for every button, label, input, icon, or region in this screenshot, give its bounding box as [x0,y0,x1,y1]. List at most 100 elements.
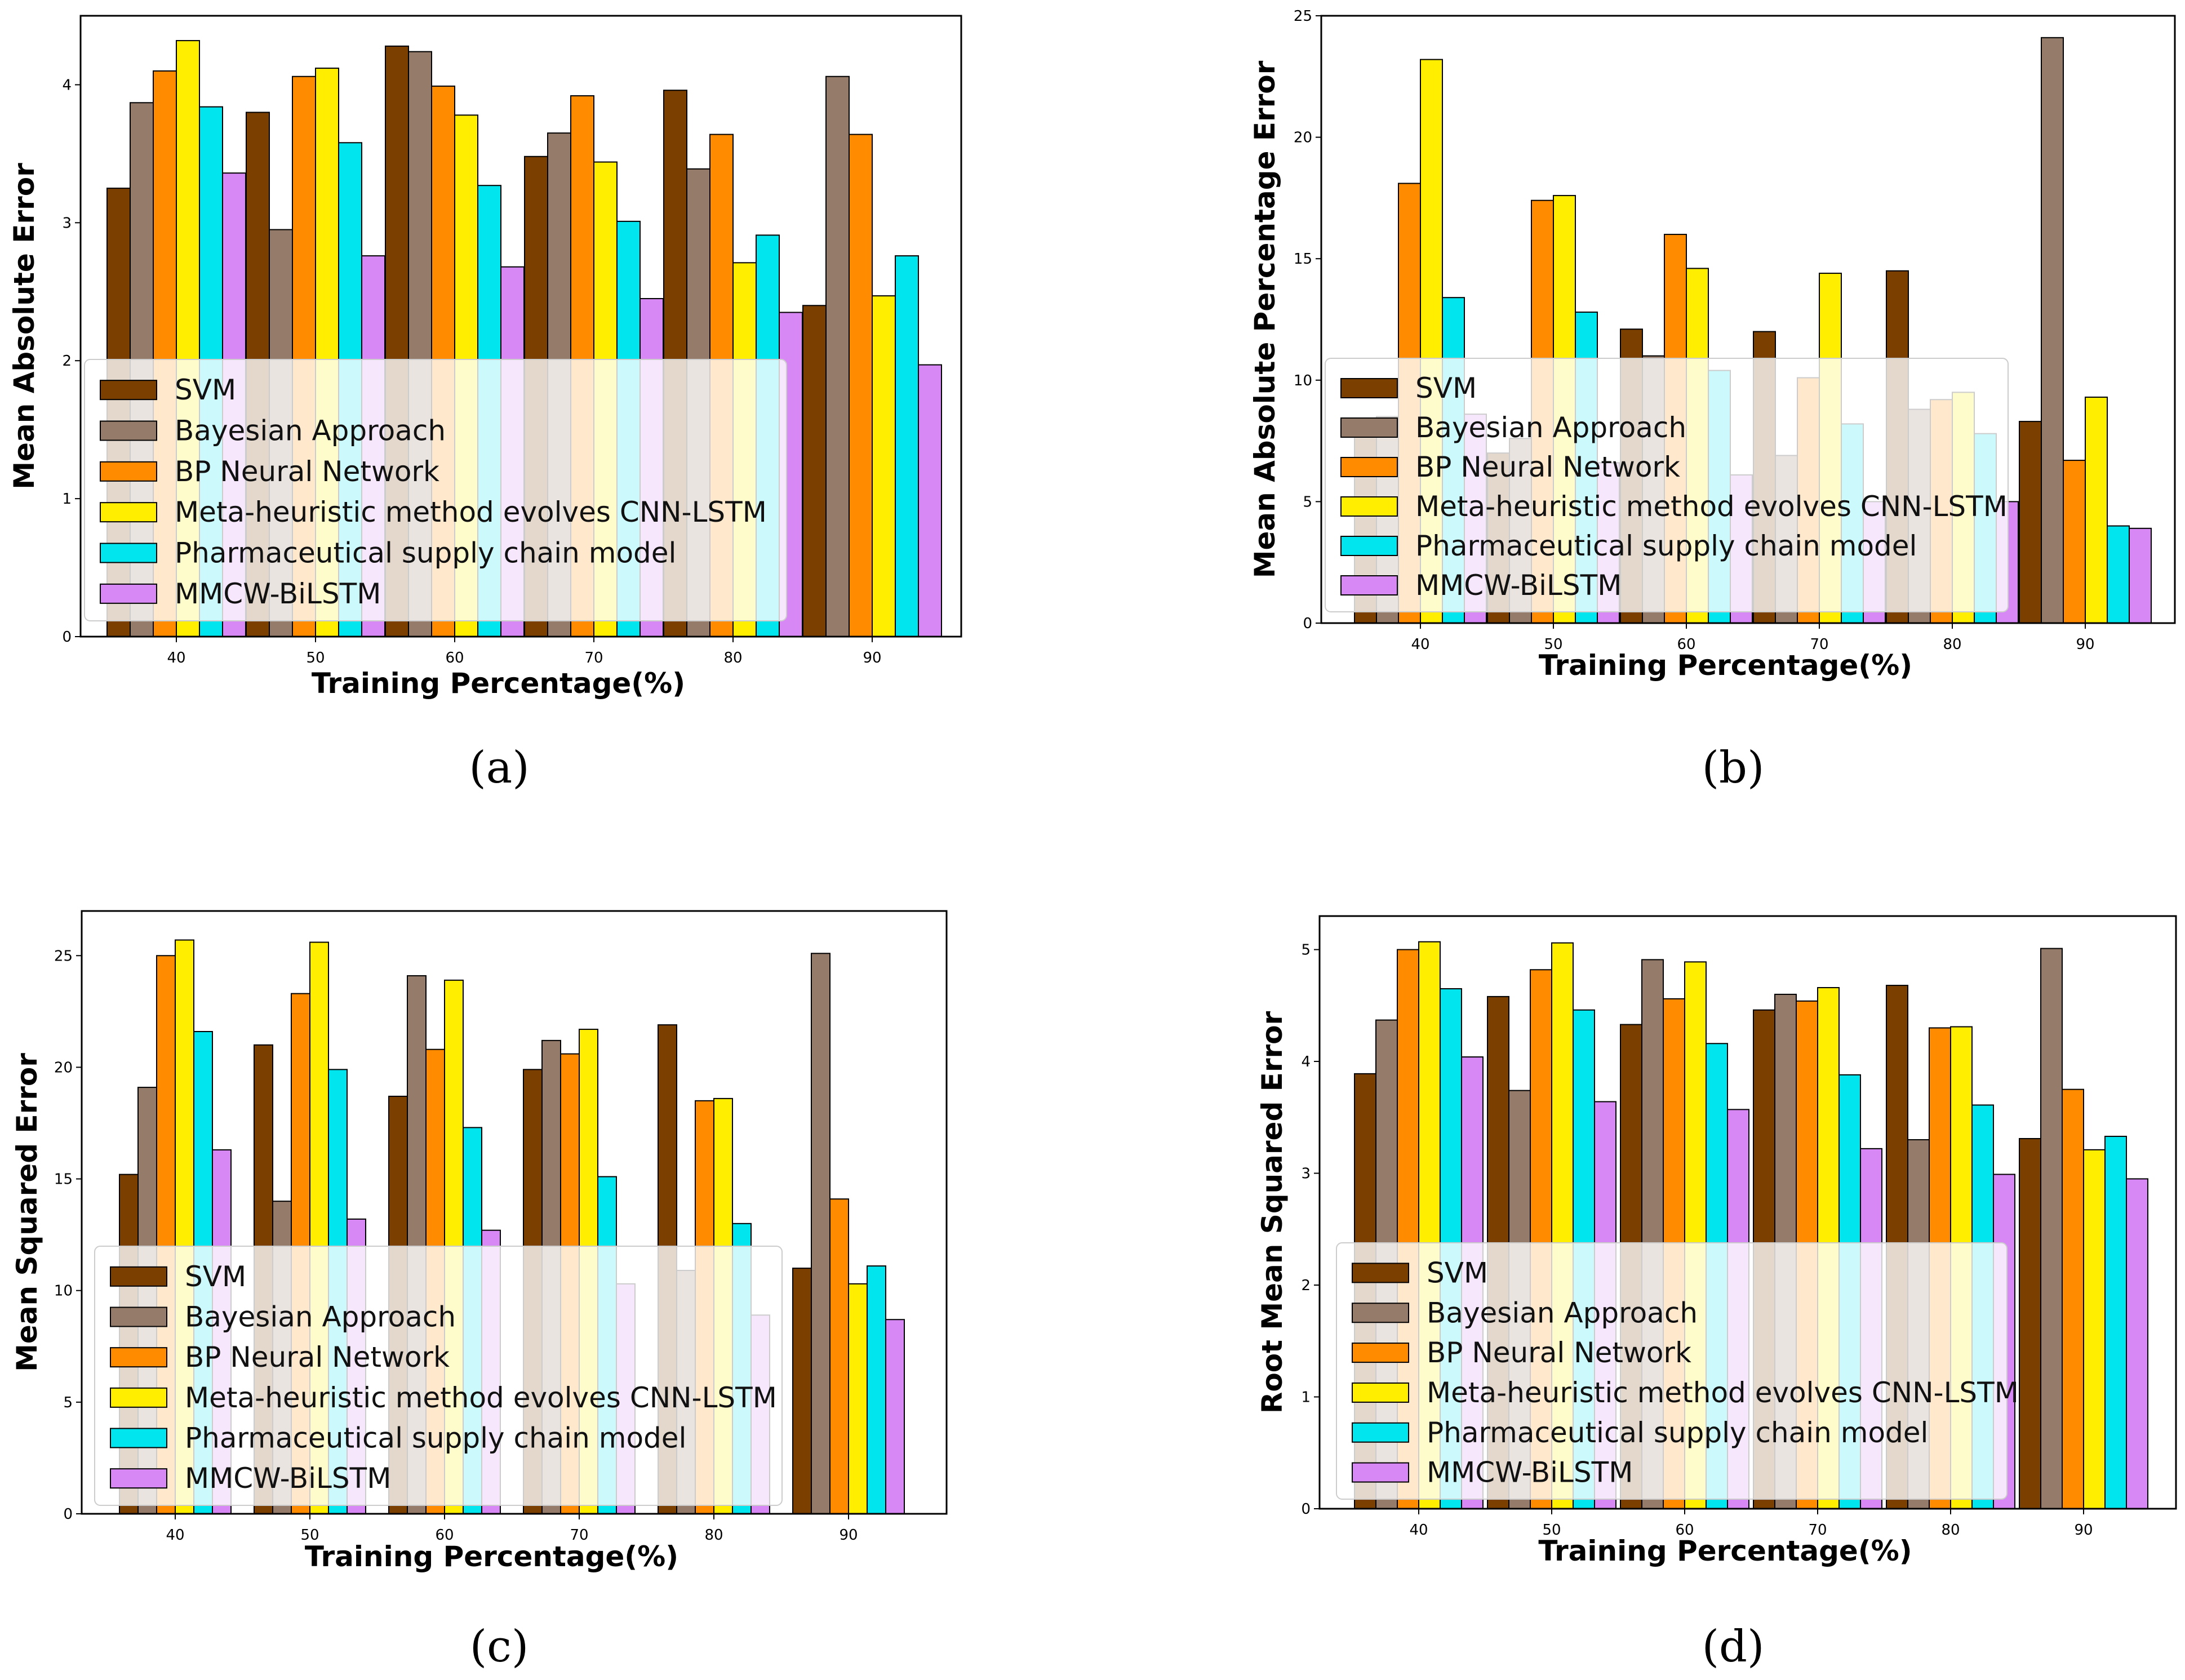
y-tick-label: 4 [62,77,72,94]
legend-label-pharmaceutical-supply-chain-model: Pharmaceutical supply chain model [1415,530,1917,562]
chart-mean-absolute-error: 0 1 2 3 4 40 50 60 70 80 90 Training Percentage(%) M… [8,15,962,700]
legend-label-mmcw-bilstm: MMCW-BiLSTM [1415,569,1622,602]
legend-label-bp-neural-network: BP Neural Network [175,455,439,488]
legend-swatch-pharmaceutical-supply-chain-model [1340,536,1398,556]
y-tick-label: 15 [54,1171,73,1188]
legend-swatch-meta-heuristic-method-evolves-cnn-lstm [110,1387,167,1408]
legend-swatch-mmcw-bilstm [1352,1462,1409,1483]
x-tick-label: 50 [300,1527,319,1544]
x-tick-label: 60 [1677,636,1695,653]
y-tick-label: 25 [1294,8,1312,25]
bar-pharmaceutical-supply-chain-model-90 [2104,1136,2127,1509]
x-tick-label: 90 [2074,1522,2093,1539]
legend-box [84,359,787,621]
y-tick-label: 25 [54,948,73,965]
legend-label-pharmaceutical-supply-chain-model: Pharmaceutical supply chain model [175,537,676,570]
plot-frame [1318,915,2177,1510]
x-tick-label: 80 [704,1527,723,1544]
bar-bp-neural-network-90 [849,134,873,638]
y-axis-label: Mean Absolute Error [8,163,41,490]
x-tick-label: 50 [1544,636,1562,653]
legend-swatch-bayesian-approach [1352,1303,1409,1323]
chart-mean-absolute-percentage-error: 0 5 10 15 20 25 40 50 60 70 80 90 Training Percentag… [1249,8,2176,682]
y-tick-label: 0 [63,1506,73,1523]
chart-mean-squared-error: 0 5 10 15 20 25 40 50 60 70 80 90 Training Percentag… [11,910,948,1573]
y-tick-label: 1 [62,491,72,508]
legend-label-svm: SVM [1427,1256,1488,1289]
x-tick-label: 40 [1411,636,1429,653]
bar-svm-90 [2019,421,2042,624]
legend-label-mmcw-bilstm: MMCW-BiLSTM [185,1462,391,1495]
bar-pharmaceutical-supply-chain-model-90 [2107,525,2130,624]
y-tick-label: 2 [62,353,72,370]
x-tick-label: 40 [167,650,185,666]
bar-bp-neural-network-90 [2063,460,2086,624]
legend-swatch-mmcw-bilstm [100,583,157,604]
legend-swatch-pharmaceutical-supply-chain-model [110,1428,167,1448]
y-tick-label: 3 [62,215,72,232]
x-axis-label: Training Percentage(%) [1538,1535,1912,1567]
bar-bp-neural-network-90 [2062,1088,2084,1509]
legend-swatch-bp-neural-network [110,1347,167,1368]
x-tick-label: 90 [863,650,881,666]
plot-frame [81,910,948,1515]
bar-bayesian-approach-90 [825,75,850,638]
legend-label-svm: SVM [175,374,236,406]
y-axis-label: Mean Squared Error [11,1053,43,1372]
y-axis-label: Mean Absolute Percentage Error [1249,60,1281,578]
legend-label-mmcw-bilstm: MMCW-BiLSTM [175,577,381,610]
y-axis-label: Root Mean Squared Error [1256,1011,1289,1414]
panel-label-a: (a) [469,743,530,793]
y-tick-label: 2 [1301,1277,1311,1294]
legend-swatch-meta-heuristic-method-evolves-cnn-lstm [100,502,157,523]
legend-swatch-bp-neural-network [1352,1343,1409,1363]
legend-label-meta-heuristic-method-evolves-cnn-lstm: Meta-heuristic method evolves CNN-LSTM [185,1381,777,1414]
legend-label-bayesian-approach: Bayesian Approach [175,415,446,447]
legend-swatch-pharmaceutical-supply-chain-model [100,543,157,563]
legend-label-meta-heuristic-method-evolves-cnn-lstm: Meta-heuristic method evolves CNN-LSTM [1415,490,2008,523]
legend-swatch-bayesian-approach [100,420,157,441]
x-tick-label: 70 [570,1527,588,1544]
legend: SVM Bayesian Approach BP Neural Network Met… [1336,1242,2019,1500]
x-tick-label: 60 [445,650,464,666]
legend-swatch-bayesian-approach [1340,417,1398,438]
legend-label-mmcw-bilstm: MMCW-BiLSTM [1427,1456,1633,1489]
legend-swatch-bp-neural-network [100,461,157,482]
legend-swatch-svm [110,1266,167,1287]
legend: SVM Bayesian Approach BP Neural Network Met… [1325,358,2009,612]
legend: SVM Bayesian Approach BP Neural Network Met… [94,1246,783,1506]
y-tick-label: 20 [1294,130,1312,146]
bar-mmcw-bilstm-90 [918,364,942,638]
x-tick-label: 90 [2076,636,2094,653]
legend-swatch-mmcw-bilstm [1340,575,1398,595]
bar-bayesian-approach-90 [2041,37,2064,624]
bar-mmcw-bilstm-90 [2129,527,2152,624]
bar-bayesian-approach-90 [2040,948,2063,1509]
legend-box [94,1246,783,1506]
plot-frame [79,15,962,638]
y-tick-label: 5 [1303,494,1312,510]
x-tick-label: 50 [306,650,325,666]
y-tick-label: 5 [1301,942,1311,959]
legend-label-pharmaceutical-supply-chain-model: Pharmaceutical supply chain model [185,1422,686,1455]
x-axis-label: Training Percentage(%) [1539,649,1912,682]
x-tick-label: 80 [723,650,742,666]
bar-svm-90 [792,1268,812,1514]
x-tick-label: 70 [1810,636,1828,653]
legend-swatch-svm [1352,1263,1409,1283]
x-tick-label: 90 [839,1527,858,1544]
panel-label-c: (c) [469,1621,529,1672]
bar-svm-90 [2019,1137,2041,1509]
legend-label-svm: SVM [1415,372,1477,405]
x-axis-label: Training Percentage(%) [305,1540,678,1573]
panel-label-b: (b) [1702,743,1765,793]
y-tick-label: 4 [1301,1054,1311,1070]
legend-label-bayesian-approach: Bayesian Approach [1427,1296,1698,1329]
x-tick-label: 60 [1675,1522,1694,1539]
plot-frame [1320,15,2176,624]
y-tick-label: 3 [1301,1166,1311,1183]
y-tick-label: 15 [1294,251,1312,268]
legend: SVM Bayesian Approach BP Neural Network Met… [84,359,787,621]
legend-swatch-meta-heuristic-method-evolves-cnn-lstm [1352,1382,1409,1403]
x-tick-label: 70 [584,650,603,666]
